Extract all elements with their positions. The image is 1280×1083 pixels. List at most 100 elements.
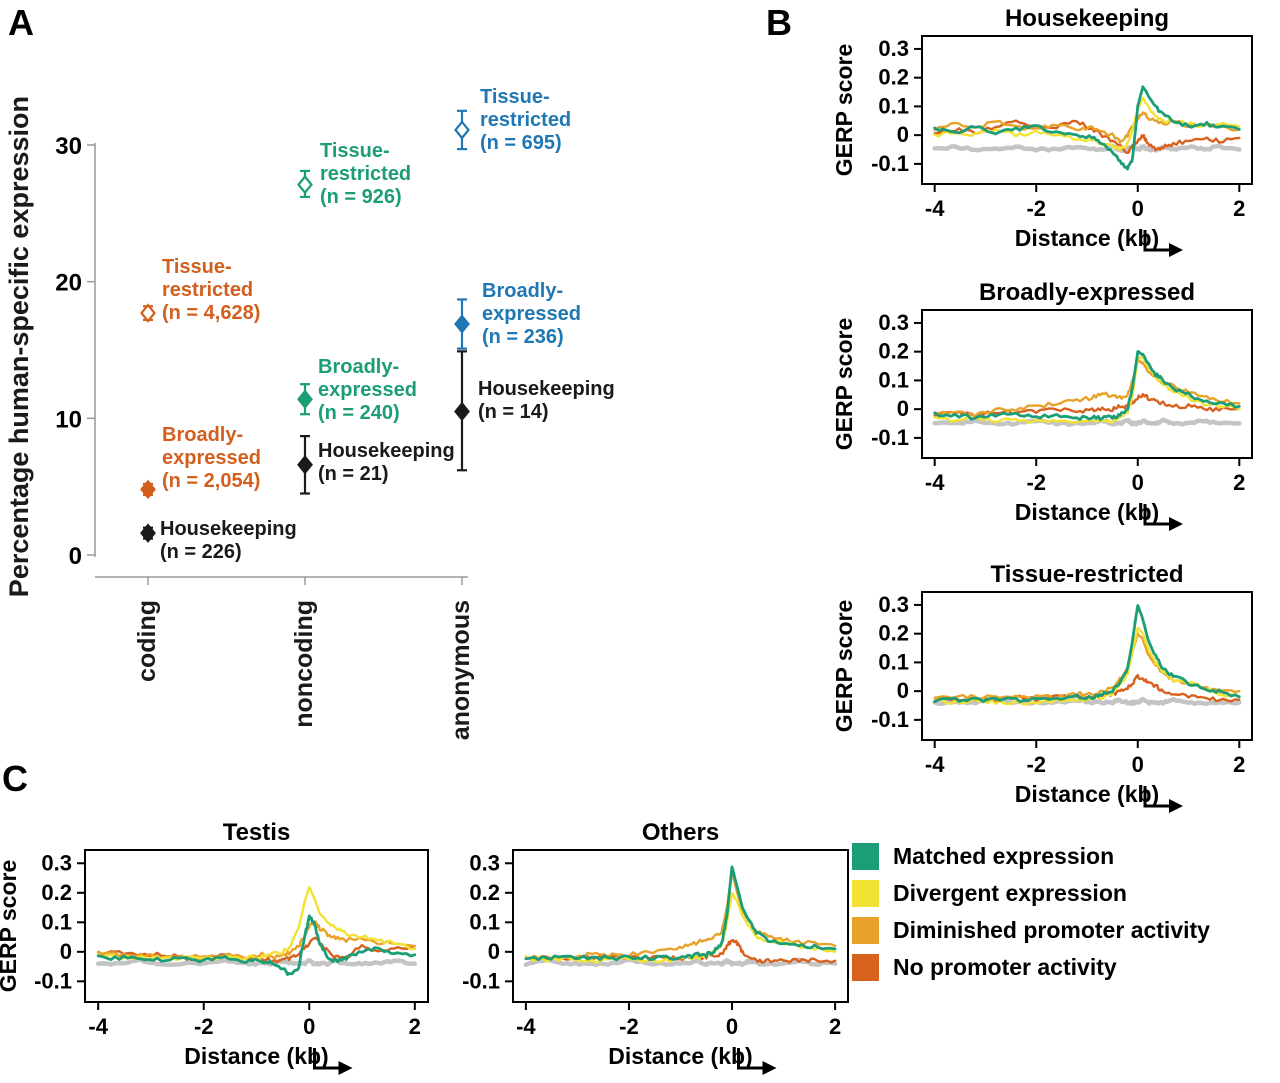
- y-axis-label: GERP score: [831, 318, 857, 451]
- tss-arrow-icon: [737, 1048, 765, 1070]
- others-line-matched: [524, 865, 837, 962]
- legend-item-matched: Matched expression: [852, 843, 1210, 870]
- point-label-coding-housekeeping: Housekeeping (n = 226): [160, 518, 297, 563]
- tissue-restricted-line-diminished: [933, 632, 1241, 701]
- panel-a-scatter-chart: 0 10 20 30 Tissue- restricted (n = 4,628) Bro…: [0, 0, 760, 800]
- others-svg: Others 0.3 0.2 0.1 0 -0.1 -4 -2 0 2 Distance (kb): [462, 819, 849, 1075]
- plot-box: [921, 35, 1253, 185]
- divergent-expression-swatch-icon: [852, 880, 879, 907]
- housekeeping-line-matched: [933, 85, 1241, 171]
- x-tick-label: 0: [726, 1014, 738, 1039]
- housekeeping-line-control: [932, 143, 1242, 153]
- plot-box: [921, 309, 1253, 459]
- matched-expression-swatch-icon: [852, 843, 879, 870]
- point-anonymous-housekeeping: [454, 401, 470, 422]
- y-tick-label: 0.1: [878, 367, 909, 392]
- others-line-diminished: [524, 870, 837, 960]
- chart-title: Broadly-expressed: [979, 279, 1195, 306]
- panel-b-label: B: [766, 2, 792, 43]
- tss-arrow-icon: [1143, 786, 1171, 808]
- point-label-anonymous-housekeeping: Housekeeping (n = 14): [478, 378, 615, 423]
- housekeeping-line-divergent: [933, 96, 1241, 152]
- chart-title: Others: [642, 819, 719, 846]
- line-legend: Matched expression Divergent expression …: [852, 843, 1210, 991]
- panel-c-others-chart: Others 0.3 0.2 0.1 0 -0.1 -4 -2 0 2 Distance (kb): [428, 804, 868, 1083]
- legend-item-divergent: Divergent expression: [852, 880, 1210, 907]
- y-tick-label: 0.2: [878, 621, 909, 646]
- tissue-restricted-svg: Tissue-restricted 0.3 0.2 0.1 0 -0.1 -4 -2 0 2 GER…: [831, 561, 1253, 813]
- housekeeping-svg: Housekeeping 0.3 0.2 0.1 0 -0.1 -4 -2 0 2 GERP sco…: [831, 5, 1253, 257]
- housekeeping-line-none: [933, 119, 1241, 154]
- y-axis-label: GERP score: [831, 600, 857, 733]
- chart-title: Testis: [223, 819, 291, 846]
- x-tick-label: -4: [925, 752, 945, 777]
- panel-a-y-tick-label: 0: [69, 543, 82, 570]
- no-promoter-swatch-icon: [852, 954, 879, 981]
- point-label-noncoding-tissue-restricted: Tissue- restricted (n = 926): [320, 140, 412, 208]
- y-tick-label: 0: [897, 678, 909, 703]
- panel-a-label: A: [8, 2, 34, 43]
- y-tick-label: 0: [897, 122, 909, 147]
- x-tick-label: -4: [925, 470, 945, 495]
- point-anonymous-tissue-restricted: [454, 120, 470, 140]
- point-label-noncoding-housekeeping: Housekeeping (n = 21): [318, 440, 455, 485]
- broadly-expressed-svg: Broadly-expressed 0.3 0.2 0.1 0 -0.1 -4 -2 0 2 GER…: [831, 279, 1253, 531]
- y-tick-label: -0.1: [871, 707, 909, 732]
- y-tick-label: 0.1: [878, 93, 909, 118]
- x-tick-label: 0: [1132, 196, 1144, 221]
- point-label-anonymous-broadly-expressed: Broadly- expressed (n = 236): [482, 280, 581, 348]
- panel-a-svg: 0 10 20 30: [55, 109, 470, 585]
- x-axis-label: Distance (kb): [1015, 499, 1159, 525]
- y-tick-label: 0.3: [41, 850, 72, 875]
- point-label-anonymous-tissue-restricted: Tissue- restricted (n = 695): [480, 86, 572, 154]
- point-coding-broadly-expressed: [140, 479, 156, 500]
- y-tick-label: 0: [60, 939, 72, 964]
- y-tick-label: 0.3: [469, 850, 500, 875]
- x-tick-label: -2: [1026, 196, 1046, 221]
- plot-box: [921, 591, 1253, 741]
- diminished-promoter-swatch-icon: [852, 917, 879, 944]
- panel-a-category-anonymous: anonymous: [447, 600, 475, 741]
- x-axis-label: Distance (kb): [608, 1043, 752, 1069]
- x-tick-label: 2: [409, 1014, 421, 1039]
- plot-box: [84, 849, 429, 1003]
- y-axis-label: GERP score: [0, 860, 21, 993]
- panel-a-y-tick-label: 20: [55, 270, 82, 297]
- tss-arrow-icon: [1143, 504, 1171, 526]
- x-tick-label: 0: [303, 1014, 315, 1039]
- x-tick-label: 0: [1132, 752, 1144, 777]
- y-tick-label: -0.1: [34, 968, 72, 993]
- x-tick-label: 0: [1132, 470, 1144, 495]
- chart-title: Housekeeping: [1005, 5, 1169, 32]
- x-tick-label: -4: [925, 196, 945, 221]
- x-tick-label: -2: [1026, 470, 1046, 495]
- point-label-noncoding-broadly-expressed: Broadly- expressed (n = 240): [318, 356, 417, 424]
- x-tick-label: -2: [194, 1014, 214, 1039]
- y-tick-label: 0.1: [41, 909, 72, 934]
- x-tick-label: -2: [619, 1014, 639, 1039]
- plot-box: [512, 849, 849, 1003]
- x-tick-label: 2: [1233, 752, 1245, 777]
- point-label-coding-broadly-expressed: Broadly- expressed (n = 2,054): [162, 424, 261, 492]
- panel-a-y-axis-label: Percentage human-specific expression: [4, 96, 34, 598]
- point-label-coding-tissue-restricted: Tissue- restricted (n = 4,628): [162, 256, 261, 324]
- tss-arrow-icon: [313, 1048, 341, 1070]
- y-tick-label: 0.3: [878, 310, 909, 335]
- y-tick-label: 0.2: [878, 339, 909, 364]
- broadly-expressed-line-control: [932, 417, 1242, 427]
- y-tick-label: 0.2: [878, 65, 909, 90]
- x-axis-label: Distance (kb): [1015, 781, 1159, 807]
- panel-b-broadly-expressed-chart: Broadly-expressed 0.3 0.2 0.1 0 -0.1 -4 -2 0 2 GER…: [830, 276, 1280, 553]
- y-tick-label: -0.1: [871, 151, 909, 176]
- point-noncoding-broadly-expressed: [297, 389, 313, 409]
- x-tick-label: 2: [829, 1014, 841, 1039]
- x-tick-label: -4: [516, 1014, 536, 1039]
- testis-line-matched: [96, 914, 417, 977]
- tissue-restricted-line-divergent: [933, 626, 1241, 706]
- point-noncoding-housekeeping: [297, 455, 313, 475]
- y-tick-label: 0.3: [878, 36, 909, 61]
- panel-b-tissue-restricted-chart: Tissue-restricted 0.3 0.2 0.1 0 -0.1 -4 -2 0 2 GER…: [830, 558, 1280, 835]
- x-tick-label: -2: [1026, 752, 1046, 777]
- x-axis-label: Distance (kb): [184, 1043, 328, 1069]
